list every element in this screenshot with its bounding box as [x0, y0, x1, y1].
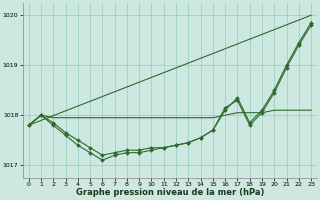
X-axis label: Graphe pression niveau de la mer (hPa): Graphe pression niveau de la mer (hPa) — [76, 188, 264, 197]
